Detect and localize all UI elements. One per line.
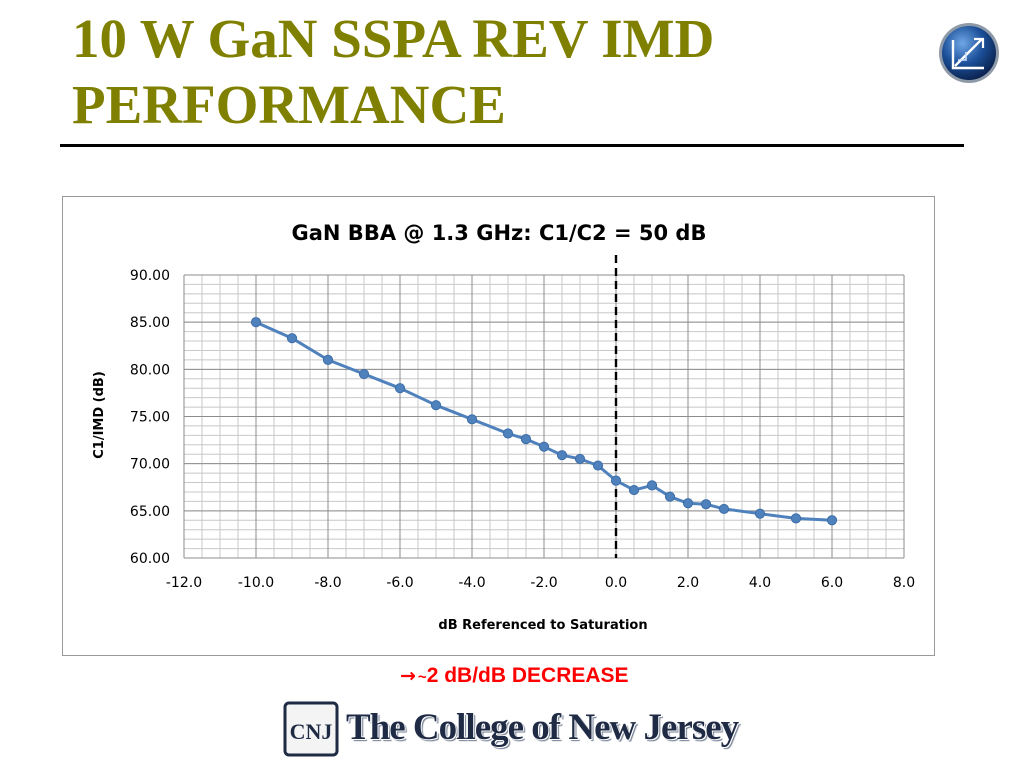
right-arrow-icon: → [400,665,416,687]
x-tick-label: 6.0 [821,575,843,591]
y-tick-label: 60.00 [130,551,170,567]
college-monogram-text: CNJ [290,719,333,744]
chart-title: GaN BBA @ 1.3 GHz: C1/C2 = 50 dB [292,221,707,245]
note-text: 2 dB/dB DECREASE [426,664,629,687]
data-point [700,499,712,510]
x-tick-label: 0.0 [605,575,627,591]
x-tick-label: -12.0 [166,575,202,591]
data-point [538,441,550,452]
data-point [430,400,442,411]
college-logo: CNJ The College of New Jersey [282,700,739,760]
y-tick-label: 75.00 [130,410,170,426]
data-point [646,480,658,491]
x-tick-label: -8.0 [314,575,341,591]
imd-chart: GaN BBA @ 1.3 GHz: C1/C2 = 50 dB 60.00 65… [92,221,915,633]
data-point [592,460,604,471]
data-point [718,503,730,515]
decrease-note: → ~2 dB/dB DECREASE [400,664,629,694]
y-tick-label: 90.00 [130,268,170,284]
data-point [286,333,298,344]
data-point [394,383,406,394]
chart-frame: GaN BBA @ 1.3 GHz: C1/C2 = 50 dB 60.00 65… [62,196,935,656]
data-point [250,317,262,328]
data-point [466,414,478,425]
data-point [682,498,694,509]
college-monogram-icon: CNJ [283,701,339,757]
title-divider [60,144,964,147]
data-point [610,475,622,486]
note-tilde: ~ [417,669,427,686]
x-tick-label: -2.0 [530,575,557,591]
y-tick-label: 80.00 [130,362,170,378]
corner-logo-icon [939,23,999,83]
y-tick-label: 70.00 [130,457,170,473]
data-point [358,368,370,380]
data-point [556,450,568,461]
slide-title: 10 W GaN SSPA REV IMD PERFORMANCE [72,8,715,135]
data-point [790,513,802,524]
x-tick-label: -6.0 [386,575,413,591]
x-tick-label: 8.0 [893,575,915,591]
x-axis-label: dB Referenced to Saturation [438,618,647,633]
x-tick-label: 2.0 [677,575,699,591]
x-tick-label: 4.0 [749,575,771,591]
data-point [826,515,838,526]
y-tick-label: 85.00 [130,315,170,331]
data-point [664,491,676,502]
data-point [322,354,334,365]
y-tick-label: 65.00 [130,504,170,520]
data-point [754,508,766,519]
x-tick-label: -4.0 [458,575,485,591]
data-point [574,453,586,465]
y-axis-label: C1/IMD (dB) [92,371,107,459]
college-name: The College of New Jersey [346,707,739,748]
data-point [628,484,640,496]
data-point [520,434,532,445]
x-tick-label: -10.0 [238,575,274,591]
data-point [502,428,514,439]
